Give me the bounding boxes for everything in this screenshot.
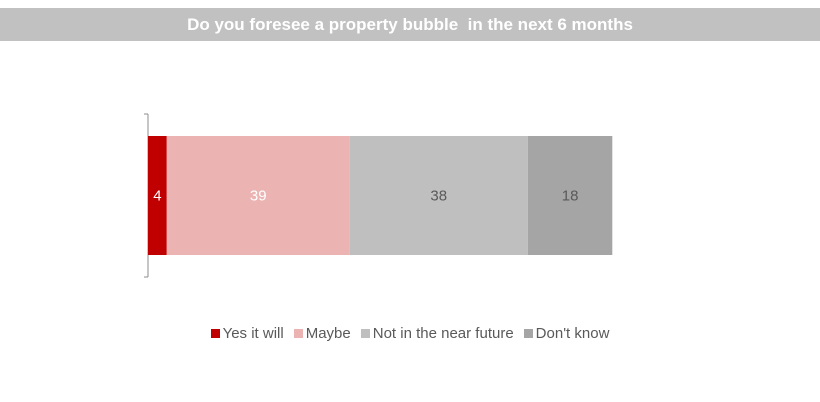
legend-item-1: Maybe bbox=[293, 325, 351, 342]
legend-label: Yes it will bbox=[222, 325, 284, 342]
legend-label: Not in the near future bbox=[372, 325, 514, 342]
bar-segment-0 bbox=[148, 136, 167, 255]
bar-segment-1 bbox=[166, 136, 350, 255]
chart-title: Do you foresee a property bubble in the … bbox=[0, 8, 820, 41]
legend-item-3: Don't know bbox=[523, 325, 610, 342]
legend-label: Maybe bbox=[305, 325, 351, 342]
legend-swatch bbox=[210, 329, 220, 338]
legend-item-0: Yes it will bbox=[210, 325, 284, 342]
data-label-1: 39 bbox=[250, 188, 267, 205]
legend-swatch bbox=[293, 329, 303, 338]
data-label-3: 18 bbox=[562, 188, 579, 205]
stacked-bar: 4 39 38 18 bbox=[148, 136, 613, 255]
legend-swatch bbox=[360, 329, 370, 338]
legend-label: Don't know bbox=[535, 325, 610, 342]
y-axis bbox=[144, 113, 149, 278]
bar-segment-2 bbox=[349, 136, 528, 255]
chart-legend: Yes it will Maybe Not in the near future Do… bbox=[0, 325, 820, 342]
bar-segment-3 bbox=[527, 136, 613, 255]
legend-swatch bbox=[523, 329, 533, 338]
legend-item-2: Not in the near future bbox=[360, 325, 514, 342]
data-label-0: 4 bbox=[153, 188, 161, 205]
data-label-2: 38 bbox=[430, 188, 447, 205]
